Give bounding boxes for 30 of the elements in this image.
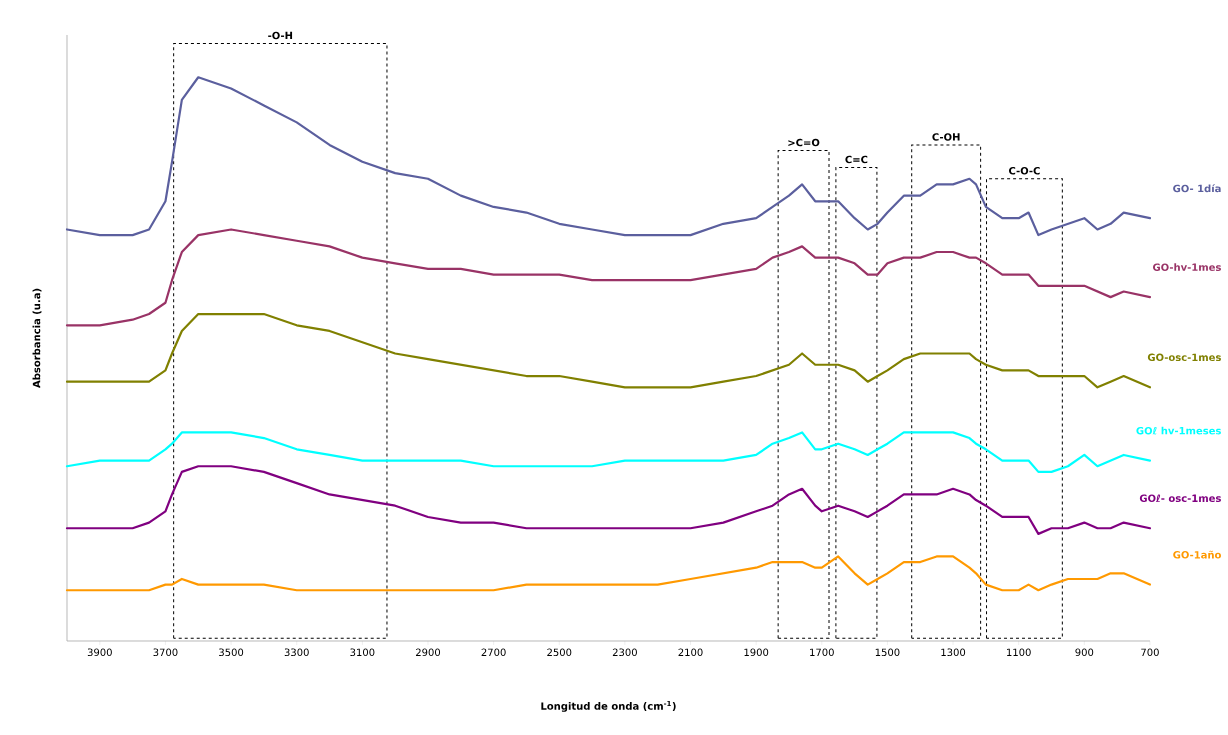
- x-tick-label: 3100: [350, 648, 375, 657]
- x-tick-label: 1300: [941, 648, 966, 657]
- x-tick-label: 2300: [612, 648, 637, 657]
- text: GO-hv-1mes: [1152, 263, 1221, 271]
- x-tick-label: 1900: [744, 648, 769, 657]
- text: GOℓ- osc-1mes: [1139, 494, 1221, 503]
- x-tick-label: 2700: [481, 648, 506, 657]
- band-label: >C=O: [788, 138, 820, 147]
- band-label: C-OH: [932, 133, 960, 141]
- x-tick-label: 2500: [547, 648, 572, 657]
- text: GOℓ hv-1meses: [1136, 426, 1221, 435]
- text: GO-osc-1mes: [1147, 353, 1221, 362]
- x-tick-label: 1100: [1007, 648, 1031, 657]
- text: GO-1año: [1173, 550, 1221, 559]
- x-tick-label: 3900: [87, 648, 112, 657]
- x-tick-label: 700: [1141, 648, 1159, 657]
- band-label: C=C: [845, 155, 868, 164]
- x-tick-label: 2900: [415, 648, 441, 657]
- x-tick-label: 3500: [219, 648, 244, 657]
- x-tick-label: 1500: [875, 648, 900, 657]
- x-tick-label: 2100: [678, 648, 703, 657]
- band-label: -O-H: [268, 31, 293, 40]
- x-tick-label: 3700: [153, 648, 178, 657]
- x-tick-label: 900: [1075, 648, 1094, 657]
- band-label: C-O-C: [1008, 166, 1040, 175]
- x-tick-label: 3300: [284, 648, 309, 657]
- text: GO- 1día: [1173, 184, 1221, 193]
- x-axis-title: Longitud de onda (cm$^{-1}$): [541, 700, 676, 712]
- x-tick-label: 1700: [810, 648, 834, 657]
- y-axis-title: Absorbancia (u.a): [32, 288, 42, 388]
